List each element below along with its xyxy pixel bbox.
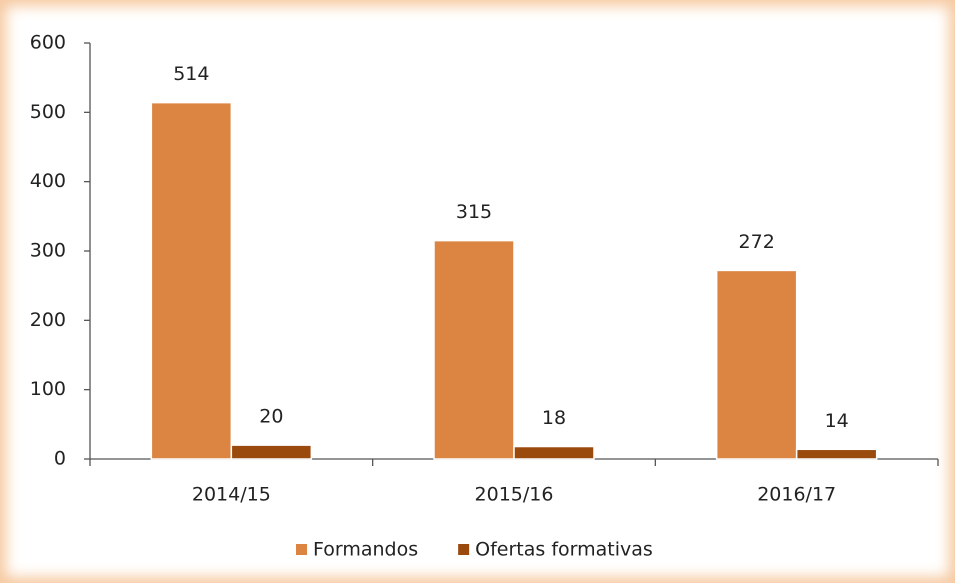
- value-label: 514: [173, 63, 209, 85]
- value-label: 315: [456, 201, 492, 223]
- legend-label: Ofertas formativas: [475, 539, 653, 561]
- legend-swatch: [458, 544, 470, 555]
- legend-label: Formandos: [313, 539, 418, 561]
- bar: [715, 269, 798, 460]
- y-tick-label: 500: [30, 101, 66, 123]
- bar: [150, 101, 233, 460]
- x-tick-label: 2015/16: [475, 484, 554, 506]
- bar: [433, 239, 515, 460]
- y-tick-label: 200: [30, 309, 66, 331]
- y-tick-label: 0: [54, 448, 66, 470]
- value-label: 18: [542, 407, 566, 429]
- y-tick-label: 300: [30, 240, 66, 262]
- bar: [230, 444, 313, 460]
- value-label: 272: [739, 231, 775, 253]
- value-label: 20: [259, 406, 283, 428]
- y-tick-label: 600: [30, 32, 66, 54]
- bar: [513, 445, 595, 460]
- x-tick-label: 2014/15: [192, 484, 271, 506]
- y-tick-label: 400: [30, 170, 66, 192]
- legend-swatch: [296, 544, 307, 555]
- y-tick-label: 100: [30, 378, 66, 400]
- bar: [795, 448, 878, 460]
- value-label: 14: [825, 410, 849, 432]
- x-tick-label: 2016/17: [757, 484, 836, 506]
